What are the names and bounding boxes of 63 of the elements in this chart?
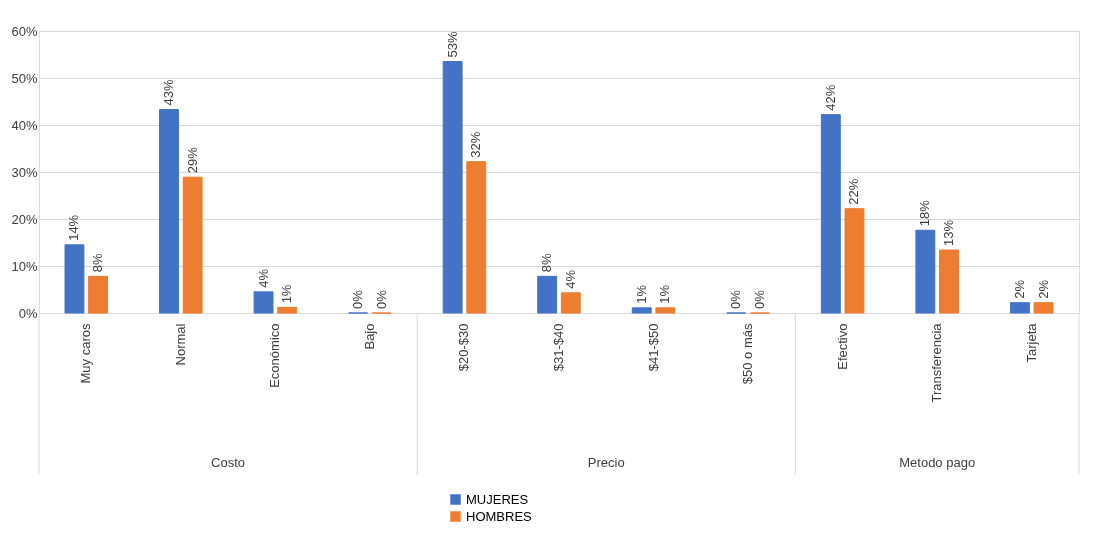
x-tick-label: Normal (172, 323, 188, 366)
bar (466, 161, 487, 314)
y-tick-label: 50% (11, 70, 38, 86)
data-label: 2% (1035, 279, 1051, 299)
y-tick-label: 10% (11, 258, 38, 274)
bar (560, 292, 581, 314)
data-label: 4% (562, 269, 578, 289)
data-label: 43% (161, 79, 176, 106)
x-tick-label: Transferencia (929, 322, 945, 403)
x-tick-label: Económico (267, 323, 283, 388)
legend-label: HOMBRES (466, 508, 533, 524)
data-label: 2% (1011, 279, 1027, 299)
data-label: 0% (751, 289, 767, 309)
data-label: 0% (350, 289, 366, 309)
bar (64, 244, 85, 314)
data-label: 29% (184, 146, 200, 174)
bar (844, 208, 865, 314)
data-label: 4% (255, 268, 271, 288)
bar (631, 307, 652, 314)
x-tick-label: $31-$40 (551, 323, 566, 372)
data-label: 53% (444, 31, 460, 58)
data-label: 8% (90, 253, 106, 273)
bar (939, 249, 959, 314)
bar (655, 307, 676, 314)
legend-label: MUJERES (466, 491, 529, 507)
bar (915, 229, 936, 314)
bar (820, 114, 841, 314)
x-tick-label: $50 o más (740, 323, 756, 385)
data-label: 22% (846, 178, 862, 205)
x-tick-label: Muy caros (78, 323, 94, 384)
y-tick-label: 30% (11, 164, 38, 180)
x-tick-label: Efectivo (834, 323, 850, 370)
x-tick-label: Tarjeta (1023, 322, 1039, 363)
y-tick-label: 60% (11, 23, 38, 39)
data-label: 1% (657, 284, 673, 304)
bar (1033, 302, 1054, 314)
text: Precio (587, 455, 625, 470)
data-label: 32% (468, 131, 484, 158)
bar (182, 176, 203, 314)
text: Metodo pago (899, 455, 976, 470)
bar (277, 306, 298, 314)
x-tick-label: $41-$50 (645, 323, 661, 372)
x-tick-label: $20-$30 (456, 323, 472, 372)
data-label: 0% (728, 289, 744, 309)
y-tick-label: 0% (18, 305, 38, 321)
bar (253, 291, 274, 314)
data-label: 13% (941, 219, 956, 247)
x-tick-label: Bajo (361, 323, 377, 350)
data-label: 14% (66, 214, 82, 241)
data-label: 0% (373, 289, 389, 309)
data-label: 1% (633, 284, 649, 304)
bar (442, 61, 463, 314)
bar (1009, 302, 1030, 314)
data-label: 18% (917, 199, 933, 227)
y-tick-label: 40% (11, 117, 38, 133)
bar (159, 108, 179, 314)
bar (88, 275, 109, 314)
y-tick-label: 20% (11, 211, 38, 227)
data-label: 1% (279, 284, 295, 304)
data-label: 42% (822, 84, 838, 111)
text: Costo (211, 455, 246, 470)
data-label: 8% (539, 253, 555, 273)
bar (537, 275, 558, 314)
